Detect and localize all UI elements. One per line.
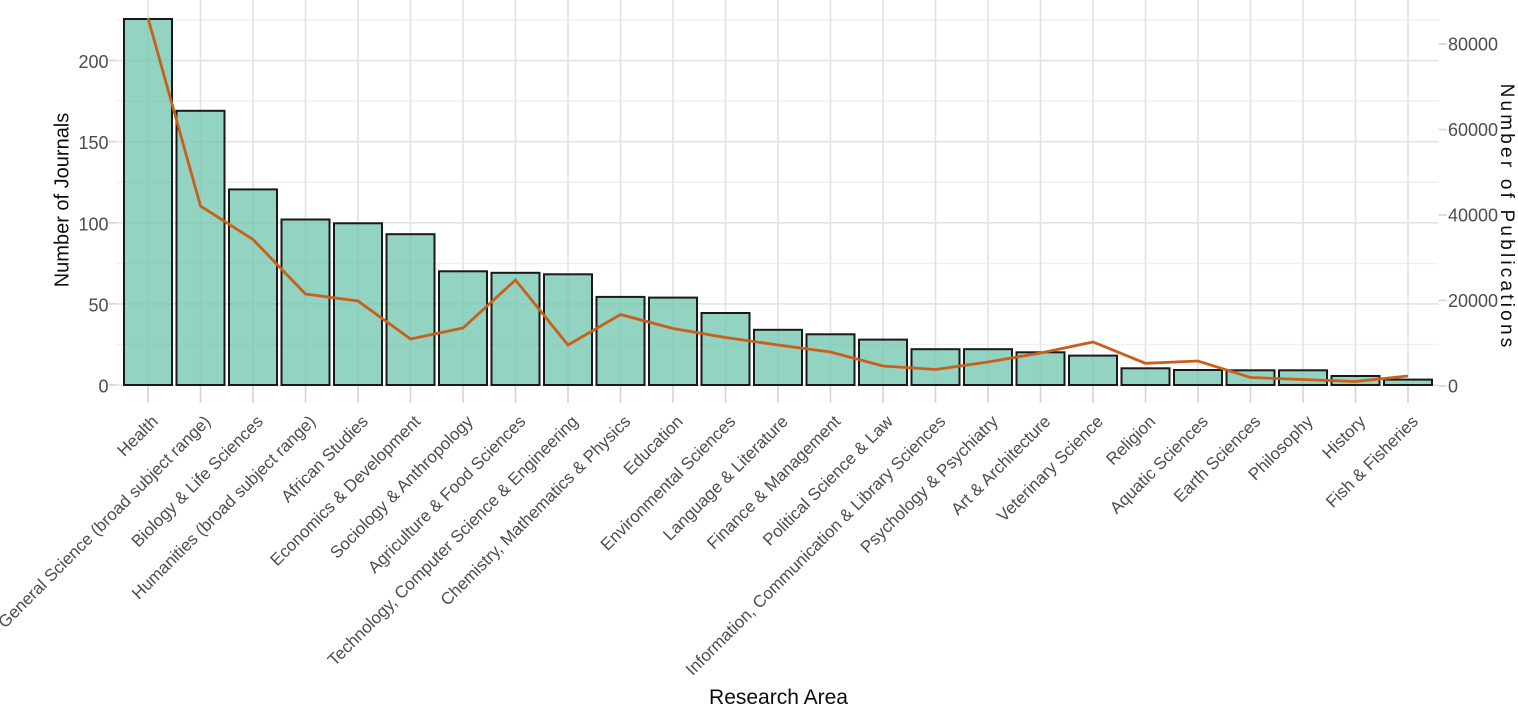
svg-text:60000: 60000 [1448, 120, 1498, 140]
svg-text:40000: 40000 [1448, 206, 1498, 226]
svg-text:150: 150 [78, 133, 108, 153]
svg-text:200: 200 [78, 52, 108, 72]
svg-text:50: 50 [88, 295, 108, 315]
svg-text:Research Area: Research Area [709, 686, 848, 708]
svg-text:0: 0 [1448, 376, 1458, 396]
svg-text:Number of Journals: Number of Journals [52, 113, 74, 288]
svg-text:20000: 20000 [1448, 291, 1498, 311]
svg-text:100: 100 [78, 214, 108, 234]
svg-text:0: 0 [98, 377, 108, 397]
svg-text:80000: 80000 [1448, 35, 1498, 55]
svg-text:Number of Publications: Number of Publications [1496, 84, 1517, 351]
